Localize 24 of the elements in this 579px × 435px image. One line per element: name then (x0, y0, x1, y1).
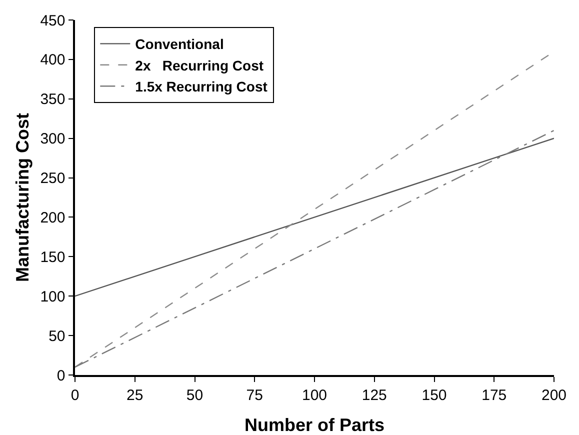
y-tick-label: 200 (40, 209, 66, 226)
legend-label: Conventional (135, 36, 224, 52)
y-tick-label: 350 (40, 91, 66, 108)
y-tick-label: 400 (40, 52, 66, 69)
y-tick-label: 50 (48, 328, 66, 345)
y-tick-label: 450 (40, 12, 66, 30)
legend-label: 2x Recurring Cost (135, 57, 264, 74)
y-tick-label: 100 (40, 288, 66, 306)
x-axis-title: Number of Parts (244, 415, 385, 435)
y-tick-label: 150 (40, 248, 66, 266)
x-tick-label: 50 (186, 386, 204, 404)
x-tick-label: 75 (246, 386, 263, 404)
x-tick-label: 150 (422, 386, 447, 404)
x-tick-label: 0 (70, 386, 80, 404)
x-tick-label: 100 (302, 386, 328, 404)
y-tick-label: 300 (40, 130, 66, 148)
x-tick-label: 200 (541, 386, 567, 404)
y-axis-title: Manufacturing Cost (12, 113, 32, 282)
y-tick-label: 250 (40, 170, 66, 188)
legend-label: 1.5x Recurring Cost (135, 78, 268, 95)
y-tick-label: 0 (56, 367, 66, 384)
x-tick-label: 175 (482, 386, 507, 404)
x-tick-label: 25 (126, 386, 144, 404)
x-tick-label: 125 (362, 386, 387, 404)
